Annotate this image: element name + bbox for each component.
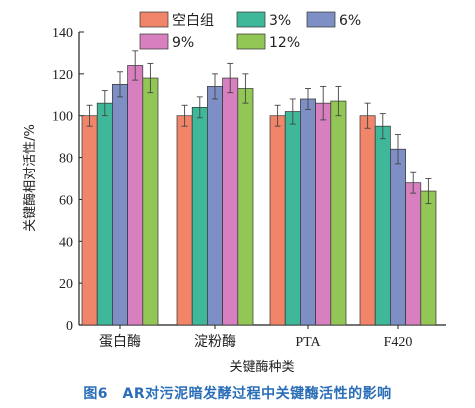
bar [284,111,301,326]
y-tick-label: 0 [66,319,73,334]
bar [96,102,113,326]
axes: 0 20 40 60 80 100 120 140 蛋白酶 淀粉酶 PTA F420 [52,26,446,350]
x-tick-label: 蛋白酶 [99,334,141,350]
bar [315,102,332,326]
legend-label: 空白组 [172,13,214,29]
bar [359,115,376,326]
y-tick-label: 80 [59,152,73,167]
legend-swatch [139,11,169,28]
legend-swatch [306,11,336,28]
legend-label: 3% [269,13,291,29]
bar [127,65,144,326]
bar [420,190,437,326]
legend-label: 6% [339,13,361,29]
y-tick-label: 60 [59,193,73,208]
y-tick-label: 120 [52,68,73,83]
bar [405,182,422,326]
bar-chart: 0 20 40 60 80 100 120 140 蛋白酶 淀粉酶 PTA F420 空白组 3% 6% 9… [22,11,446,375]
legend-label: 9% [172,35,194,51]
bars [81,65,437,326]
bar [81,115,98,326]
error-bars [86,50,432,205]
x-tick-label: PTA [295,335,321,350]
legend-swatch [236,33,266,50]
figure-caption: 图6 AR对污泥暗发酵过程中关键酶活性的影响 [83,386,392,402]
y-tick-label: 20 [59,277,73,292]
bar [207,86,223,326]
bar [330,100,347,326]
bar [390,148,406,326]
y-tick-label: 40 [59,235,73,250]
y-tick-label: 140 [52,26,73,41]
x-tick-label: 淀粉酶 [194,334,236,350]
x-tick-label: F420 [384,335,413,350]
bar [237,88,254,326]
bar [374,125,391,326]
bar [269,115,286,326]
legend: 空白组 3% 6% 9% 12% [139,11,361,51]
bar [112,83,128,326]
bar [191,106,208,326]
legend-label: 12% [269,35,300,51]
bar [222,77,239,326]
legend-swatch [139,33,169,50]
bar [300,98,316,326]
y-tick-label: 100 [52,110,73,125]
legend-swatch [236,11,266,28]
bar [142,77,159,326]
y-axis-title: 关键酶相对活性/% [22,124,38,232]
bar [176,115,193,326]
x-axis-title: 关键酶种类 [229,359,294,375]
